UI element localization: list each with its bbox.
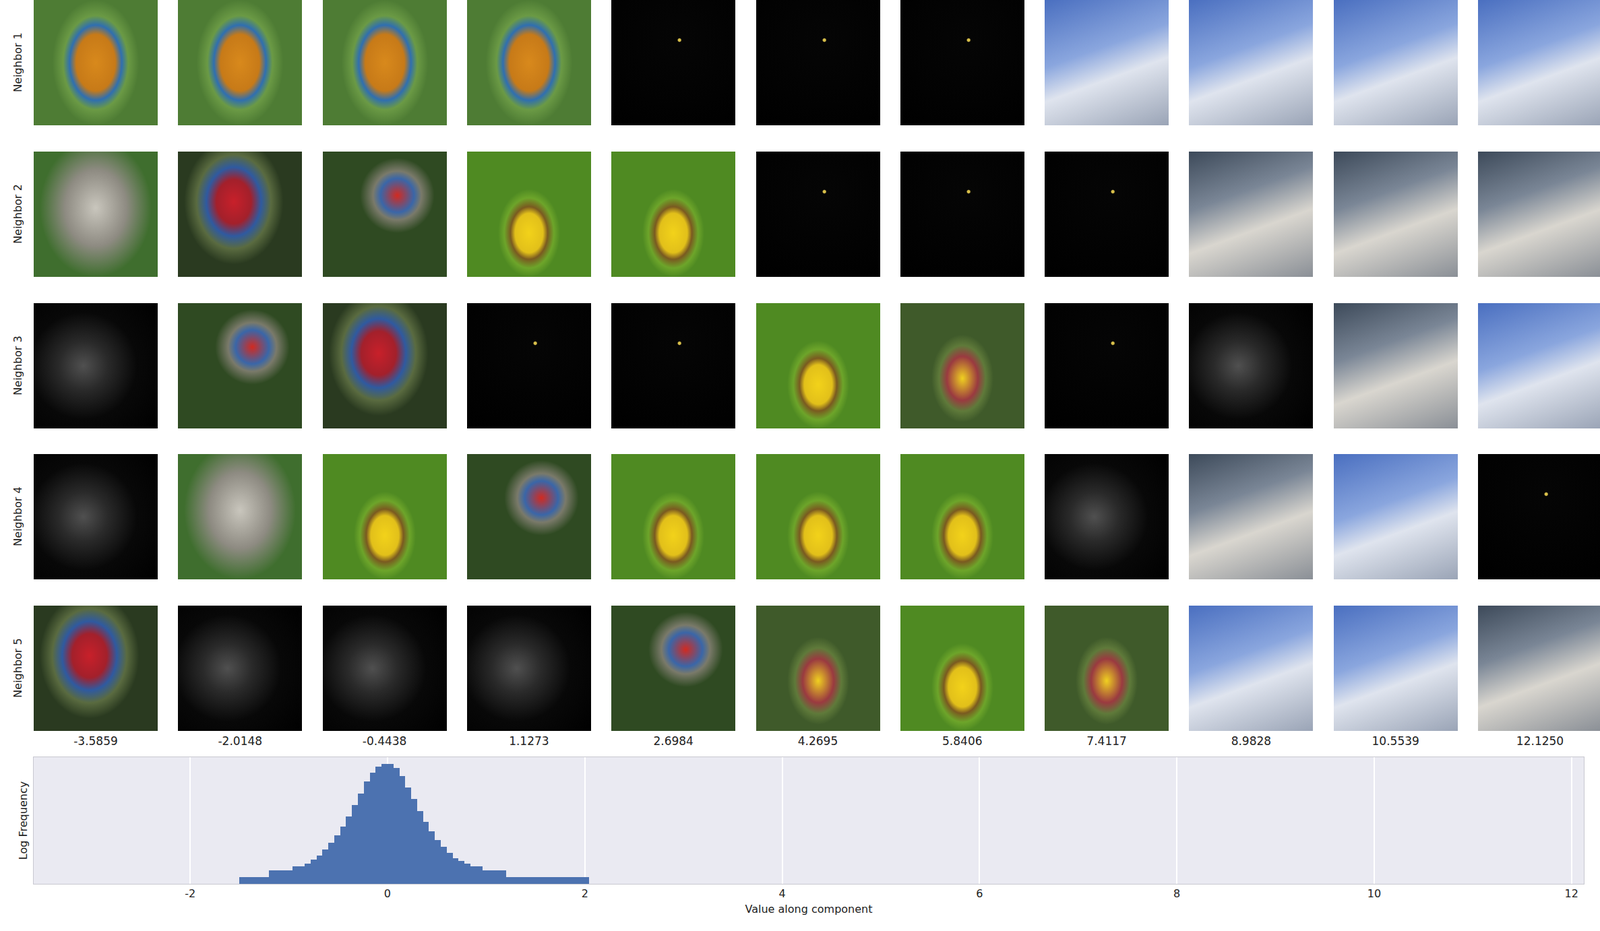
svg-text:8: 8 [1173,887,1181,901]
html-text:Neighbor 3: Neighbor 3 [11,335,24,396]
html-text:4.2695: 4.2695 [797,734,838,749]
svg-text:4: 4 [778,887,786,901]
svg-text:0: 0 [384,887,391,901]
svg-text:Log Frequency: Log Frequency [16,781,30,860]
html-text:7.4117: 7.4117 [1086,734,1127,749]
html-text:-0.4438: -0.4438 [362,734,407,749]
html-text:5.8406: 5.8406 [942,734,983,749]
html-text:Neighbor 1: Neighbor 1 [11,32,24,93]
html-text:2.6984: 2.6984 [653,734,694,749]
html-text:Neighbor 4: Neighbor 4 [11,487,24,547]
html-text:8.9828: 8.9828 [1231,734,1272,749]
svg-text:Value along component: Value along component [745,903,873,916]
html-text:1.1273: 1.1273 [508,734,550,749]
svg-text:-2: -2 [184,887,196,901]
svg-text:2: 2 [581,887,589,901]
html-text:10.5539: 10.5539 [1371,734,1420,749]
html-text:12.1250: 12.1250 [1516,734,1564,749]
svg-text:6: 6 [975,887,983,901]
svg-text:10: 10 [1367,887,1381,901]
html-text:Neighbor 5: Neighbor 5 [11,638,24,699]
svg-text:12: 12 [1564,887,1579,901]
html-text:Neighbor 2: Neighbor 2 [11,184,24,244]
html-text:-2.0148: -2.0148 [218,734,263,749]
html-text:-3.5859: -3.5859 [73,734,118,749]
